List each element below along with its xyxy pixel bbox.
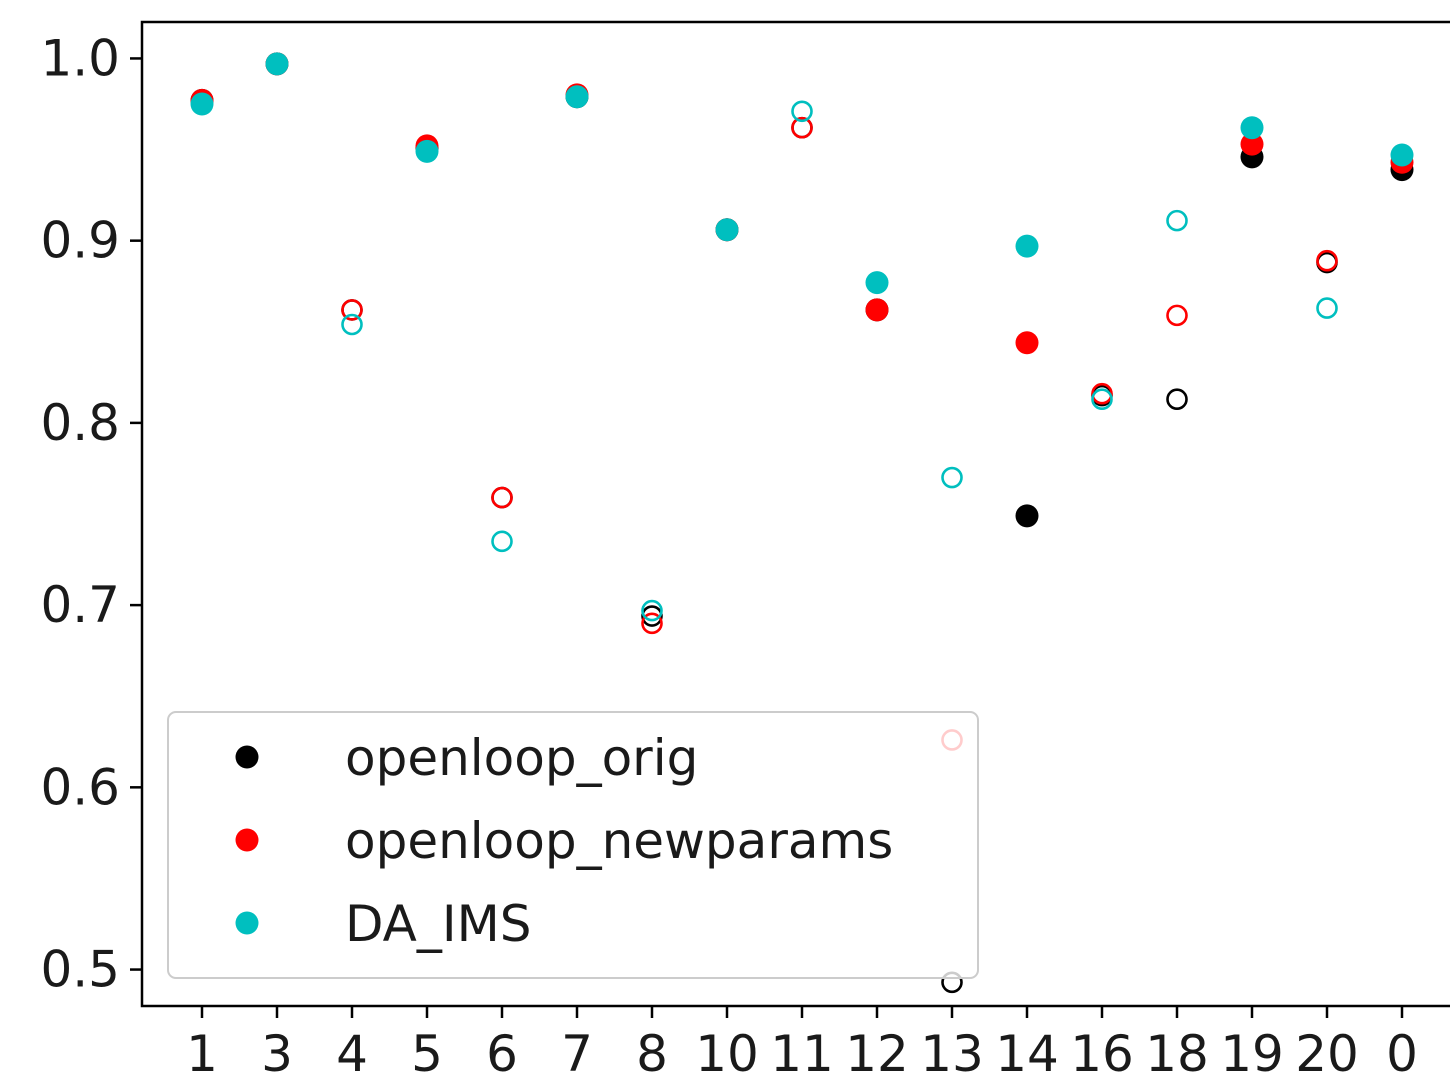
point-filled-da-ims-1 [190, 92, 214, 116]
point-hollow-da-ims-16 [1091, 388, 1113, 411]
legend-label-openloop-orig: openloop_orig [345, 729, 698, 787]
axes-frame [140, 20, 1450, 1008]
x-tick-label: 10 [695, 1025, 759, 1078]
y-axis: 0.5 0.6 0.7 0.8 0.9 1.0 [40, 29, 142, 999]
point-filled-da-ims-5 [415, 139, 439, 163]
x-axis: 1 3 4 5 6 7 8 10 11 12 13 14 16 18 19 20 0 [186, 1006, 1418, 1078]
chart-marks [190, 52, 1414, 994]
legend-label-da-ims: DA_IMS [345, 895, 531, 953]
point-hollow-openloop-newparams-6 [491, 486, 513, 509]
point-hollow-openloop-newparams-16 [1091, 382, 1113, 405]
point-hollow-openloop-orig-8 [641, 605, 663, 627]
point-hollow-da-ims-13 [941, 466, 963, 489]
x-tick-label: 18 [1145, 1025, 1209, 1078]
point-hollow-da-ims-11 [791, 100, 813, 123]
point-hollow-openloop-newparams-4 [341, 299, 363, 321]
legend-marker-openloop-orig [235, 745, 259, 769]
point-hollow-openloop-newparams-20 [1316, 249, 1338, 272]
point-hollow-openloop-newparams-18 [1166, 304, 1188, 327]
point-filled-openloop-newparams-12 [865, 298, 889, 322]
x-tick-label: 19 [1220, 1025, 1284, 1078]
x-tick-label: 4 [336, 1025, 368, 1078]
point-hollow-da-ims-8 [641, 599, 663, 622]
point-filled-openloop-newparams-14 [1015, 331, 1039, 355]
x-tick-label: 6 [486, 1025, 518, 1078]
point-filled-da-ims-14 [1015, 234, 1039, 258]
point-filled-da-ims-7 [565, 85, 589, 109]
x-tick-label: 0 [1386, 1025, 1418, 1078]
y-tick-label: 0.6 [40, 758, 120, 816]
point-hollow-da-ims-6 [491, 530, 513, 553]
legend-marker-da-ims [235, 911, 259, 935]
x-tick-label: 8 [636, 1025, 668, 1078]
point-filled-da-ims-0 [1390, 143, 1414, 167]
series-openloop-newparams [190, 52, 1414, 751]
series-da-ims [190, 52, 1414, 622]
point-filled-openloop-newparams-19 [1240, 132, 1264, 156]
x-tick-label: 1 [186, 1025, 218, 1078]
x-tick-label: 5 [411, 1025, 443, 1078]
point-hollow-da-ims-20 [1316, 297, 1338, 319]
point-filled-da-ims-19 [1240, 116, 1264, 140]
legend-box [167, 711, 979, 979]
y-tick-label: 0.5 [40, 941, 120, 999]
point-filled-da-ims-3 [265, 52, 289, 76]
x-tick-label: 12 [845, 1025, 909, 1078]
point-hollow-openloop-newparams-8 [641, 612, 663, 635]
x-tick-label: 7 [561, 1025, 593, 1078]
legend-label-openloop-newparams: openloop_newparams [345, 812, 893, 870]
legend-marker-openloop-newparams [235, 828, 259, 852]
point-filled-da-ims-10 [715, 218, 739, 242]
point-hollow-openloop-orig-18 [1166, 388, 1188, 411]
legend: openloop_orig openloop_newparams DA_IMS [167, 711, 979, 979]
x-tick-label: 13 [920, 1025, 984, 1078]
y-tick-label: 0.8 [40, 394, 120, 452]
x-tick-label: 3 [261, 1025, 293, 1078]
x-tick-label: 14 [995, 1025, 1059, 1078]
point-hollow-da-ims-18 [1166, 209, 1188, 232]
y-tick-label: 1.0 [40, 29, 120, 87]
x-tick-label: 16 [1070, 1025, 1134, 1078]
x-tick-label: 20 [1295, 1025, 1359, 1078]
y-tick-label: 0.7 [40, 576, 120, 634]
point-filled-da-ims-12 [865, 271, 889, 295]
point-hollow-da-ims-4 [341, 313, 363, 336]
x-tick-label: 11 [770, 1025, 834, 1078]
y-tick-label: 0.9 [40, 212, 120, 270]
point-hollow-openloop-newparams-11 [791, 116, 813, 139]
point-filled-openloop-orig-14 [1015, 504, 1039, 528]
